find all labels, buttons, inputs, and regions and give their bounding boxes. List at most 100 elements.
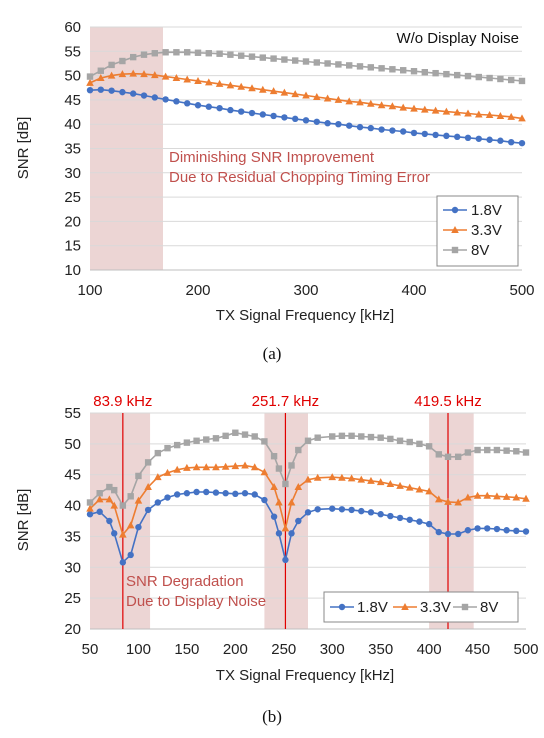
chart-b-xlabel: TX Signal Frequency [kHz] [216, 667, 394, 684]
a-point-8V [205, 50, 212, 57]
b-point-1.8V [135, 523, 142, 531]
b-point-8V [454, 453, 462, 461]
a-point-8V [464, 72, 472, 80]
a-point-3.3V [431, 106, 440, 114]
b-point-3.3V [126, 521, 135, 529]
a-point-1.8V [205, 103, 212, 110]
b-series-1.8V [86, 488, 530, 566]
b-point-8V [288, 462, 295, 469]
b-point-1.8V [275, 530, 283, 537]
b-point-3.3V [154, 473, 162, 481]
b-point-8V [314, 434, 321, 441]
b-xtick-label: 100 [126, 641, 151, 658]
a-point-3.3V [421, 105, 429, 113]
a-xtick-label: 300 [293, 282, 318, 299]
a-point-8V [259, 54, 266, 61]
b-point-3.3V [483, 491, 492, 499]
b-point-8V [183, 439, 191, 446]
a-point-3.3V [215, 79, 224, 87]
b-point-8V [96, 490, 103, 497]
a-point-8V [292, 57, 299, 64]
a-point-8V [270, 55, 277, 62]
b-point-3.3V [415, 485, 424, 493]
b-point-1.8V [222, 490, 229, 497]
a-point-1.8V [97, 86, 105, 93]
b-point-1.8V [261, 496, 268, 504]
chart-a-xlabel: TX Signal Frequency [kHz] [216, 307, 394, 324]
b-point-8V [119, 502, 127, 509]
chart-b-legend-label-8V: 8V [480, 599, 498, 616]
chart-a-legend-box [436, 195, 519, 267]
b-point-1.8V [522, 528, 530, 535]
b-xtick-label: 350 [368, 641, 393, 658]
a-point-8V [151, 50, 158, 57]
a-point-3.3V [313, 92, 321, 100]
b-point-1.8V [203, 488, 210, 496]
b-point-1.8V [358, 507, 365, 515]
a-point-8V [281, 56, 288, 63]
b-point-3.3V [367, 476, 375, 484]
b-point-8V [348, 432, 355, 440]
b-point-8V [86, 499, 94, 506]
a-point-3.3V [97, 74, 105, 82]
b-point-8V [338, 432, 346, 440]
b-marker-label-0: 83.9 kHz [93, 393, 152, 410]
b-point-8V [222, 432, 229, 440]
b-point-1.8V [474, 525, 481, 532]
a-point-3.3V [334, 95, 343, 103]
a-series-1.8V [86, 86, 526, 147]
a-point-3.3V [442, 107, 451, 115]
b-series-3.3V [86, 461, 530, 538]
b-point-1.8V [513, 527, 520, 535]
a-point-1.8V [108, 87, 115, 94]
a-point-1.8V [497, 137, 504, 144]
chart-b-legend-marker-8V [461, 603, 469, 611]
a-point-1.8V [173, 98, 180, 105]
a-ytick-label: 20 [64, 213, 81, 230]
b-point-8V [127, 493, 134, 500]
b-point-1.8V [96, 508, 103, 515]
a-point-1.8V [292, 115, 299, 123]
b-point-1.8V [503, 527, 510, 534]
b-point-1.8V [314, 506, 321, 513]
a-point-8V [86, 73, 94, 80]
b-point-8V [270, 453, 278, 460]
b-point-1.8V [377, 511, 384, 518]
b-ytick-label: 20 [64, 621, 81, 638]
a-point-3.3V [269, 87, 278, 95]
b-point-3.3V [250, 463, 259, 471]
b-point-8V [261, 438, 268, 445]
a-point-1.8V [346, 122, 353, 129]
a-ytick-label: 25 [64, 189, 81, 206]
b-xtick-label: 450 [465, 641, 490, 658]
b-point-1.8V [106, 517, 113, 525]
b-point-3.3V [396, 481, 404, 489]
a-point-3.3V [237, 82, 245, 90]
chart-a-legend-entries: 1.8V 3.3V 8V [443, 202, 502, 259]
a-point-3.3V [377, 101, 386, 109]
chart-b-ylabel: SNR [dB] [15, 489, 32, 552]
a-point-8V [432, 69, 439, 77]
b-point-8V [425, 443, 433, 450]
b-point-3.3V [512, 493, 521, 501]
a-point-1.8V [227, 106, 234, 114]
chart-b-annotation-line-2: Due to Display Noise [126, 593, 266, 610]
b-xtick-label: 500 [513, 641, 538, 658]
a-ytick-label: 55 [64, 43, 81, 60]
b-xtick-label: 50 [82, 641, 99, 658]
b-point-1.8V [282, 556, 289, 564]
a-point-1.8V [454, 133, 461, 141]
b-point-3.3V [260, 468, 269, 476]
chart-a-legend-marker-1.8V [451, 206, 459, 214]
b-point-3.3V [183, 463, 191, 471]
b-point-8V [435, 451, 442, 458]
b-point-3.3V [110, 501, 119, 509]
a-point-3.3V [356, 98, 364, 106]
a-point-8V [238, 52, 245, 59]
a-point-1.8V [238, 108, 245, 115]
a-point-8V [400, 67, 407, 74]
a-point-1.8V [86, 86, 94, 94]
chart-b-annotation-line-1: SNR Degradation [126, 573, 244, 590]
a-xtick-label: 100 [77, 282, 102, 299]
